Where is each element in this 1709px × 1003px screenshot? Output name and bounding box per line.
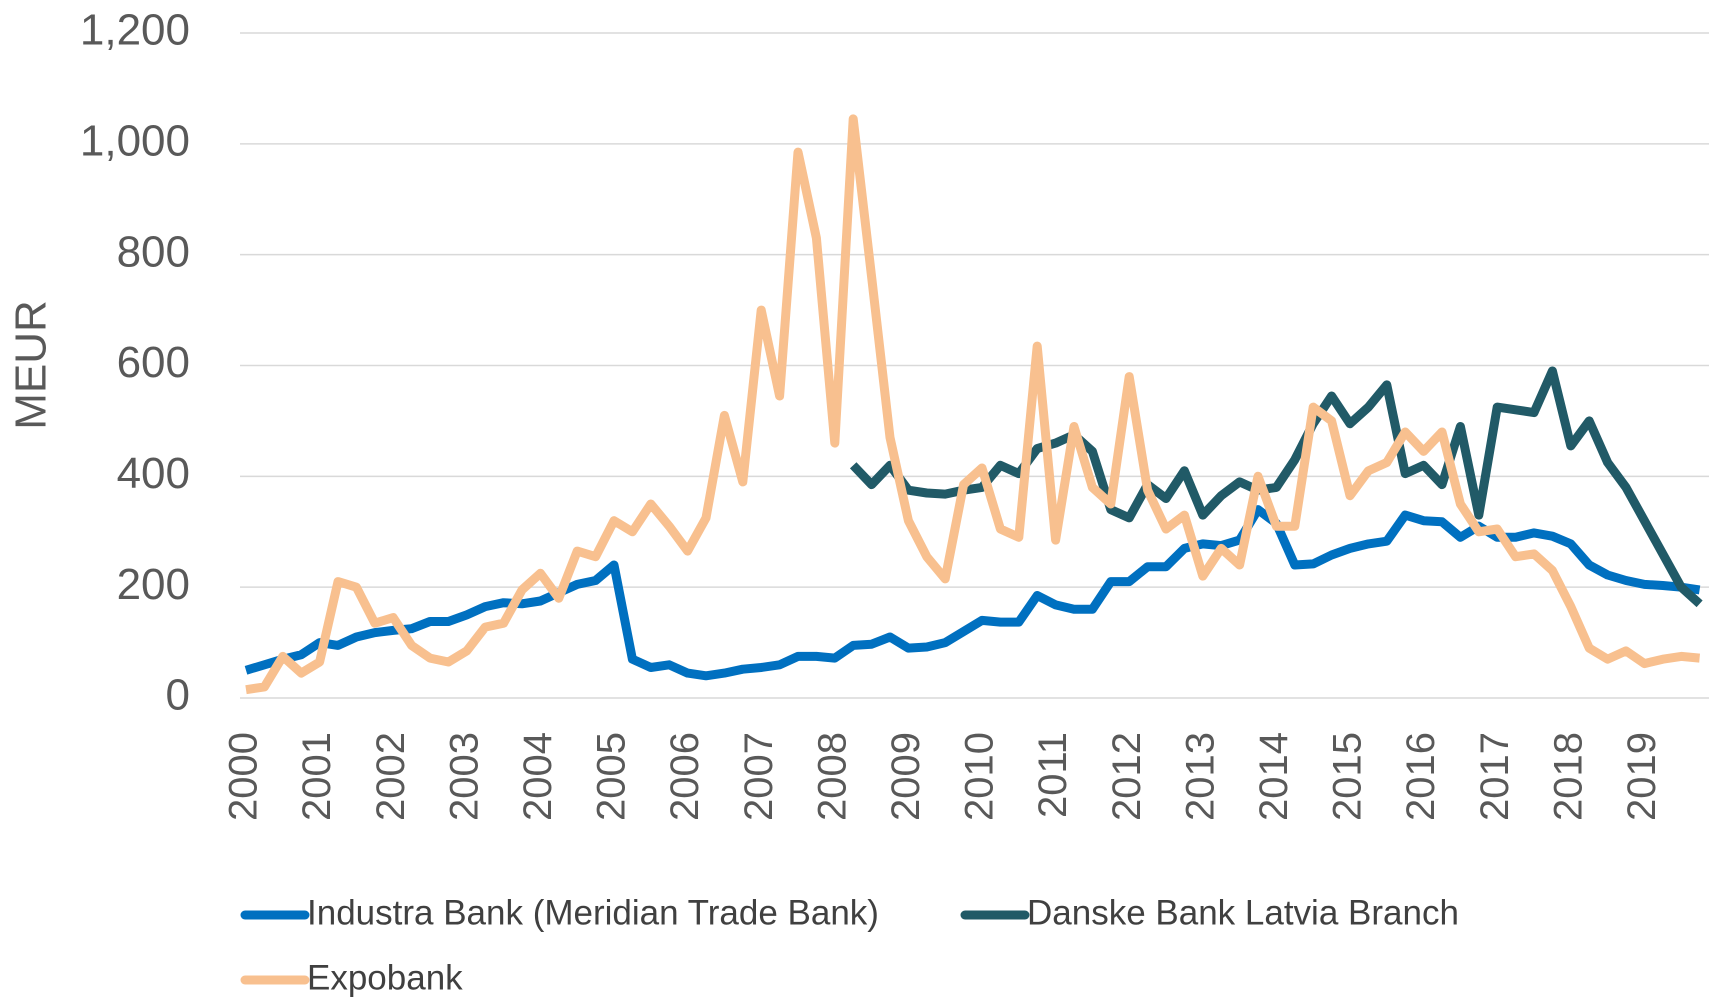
x-tick-label: 2014 — [1252, 732, 1296, 821]
x-tick-label: 2012 — [1105, 732, 1149, 821]
x-tick-label: 2009 — [884, 732, 928, 821]
legend-label: Expobank — [307, 958, 463, 997]
y-tick-label: 200 — [117, 560, 190, 609]
x-tick-label: 2016 — [1399, 732, 1443, 821]
series-line — [244, 505, 1701, 681]
x-tick-label: 2017 — [1473, 732, 1517, 821]
legend-label: Danske Bank Latvia Branch — [1027, 893, 1459, 932]
x-tick-label: 2000 — [222, 732, 266, 821]
legend-label: Industra Bank (Meridian Trade Bank) — [307, 893, 879, 932]
y-tick-label: 1,200 — [80, 6, 190, 55]
y-tick-label: 0 — [166, 671, 190, 720]
x-tick-label: 2005 — [590, 732, 634, 821]
series-line — [245, 114, 1701, 695]
x-tick-label: 2004 — [516, 732, 560, 821]
y-tick-label: 600 — [117, 338, 190, 387]
x-tick-label: 2006 — [663, 732, 707, 821]
x-tick-label: 2013 — [1178, 732, 1222, 821]
y-tick-label: 1,000 — [80, 116, 190, 165]
x-tick-label: 2018 — [1546, 732, 1590, 821]
y-tick-label: 400 — [117, 449, 190, 498]
series-line — [849, 366, 1703, 608]
x-tick-label: 2010 — [958, 732, 1002, 821]
x-tick-label: 2001 — [295, 732, 339, 821]
x-tick-label: 2008 — [810, 732, 854, 821]
x-tick-label: 2015 — [1326, 732, 1370, 821]
x-tick-label: 2003 — [442, 732, 486, 821]
x-tick-label: 2011 — [1031, 732, 1075, 818]
x-tick-label: 2007 — [737, 732, 781, 821]
x-tick-label: 2002 — [369, 732, 413, 821]
y-axis-label: MEUR — [7, 300, 56, 430]
y-tick-label: 800 — [117, 227, 190, 276]
x-tick-label: 2019 — [1620, 732, 1664, 821]
